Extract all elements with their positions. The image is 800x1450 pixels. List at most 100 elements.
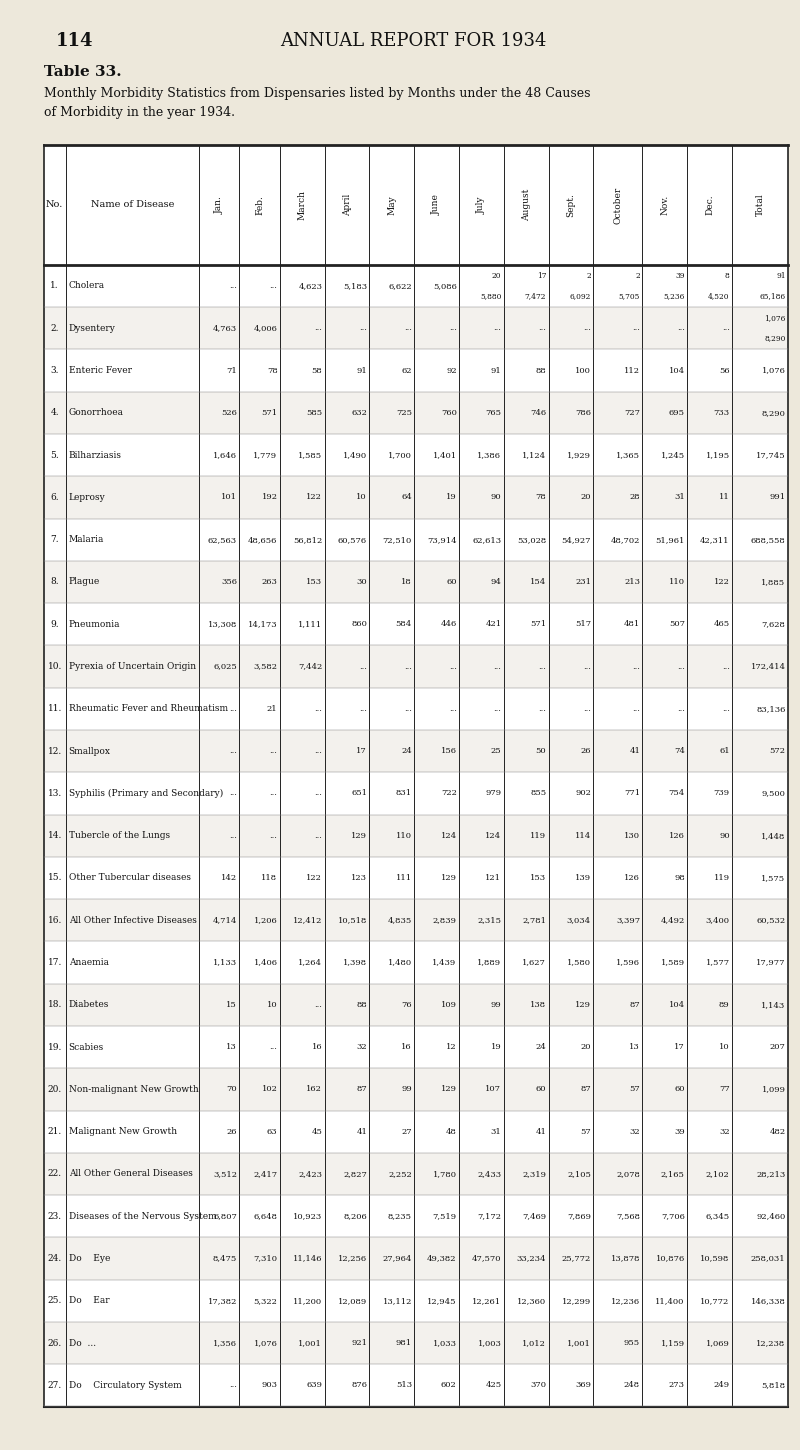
Text: ...: ... (314, 325, 322, 332)
Text: 370: 370 (530, 1382, 546, 1389)
Text: 129: 129 (351, 832, 367, 840)
Text: Rheumatic Fever and Rheumatism: Rheumatic Fever and Rheumatism (69, 705, 228, 713)
Text: 12,238: 12,238 (756, 1338, 786, 1347)
Text: 25: 25 (491, 747, 502, 755)
Text: 126: 126 (624, 874, 640, 882)
Text: 1,627: 1,627 (522, 958, 546, 967)
Text: 20: 20 (581, 1043, 591, 1051)
Text: 771: 771 (624, 789, 640, 798)
Text: 48,656: 48,656 (248, 535, 278, 544)
Text: 727: 727 (624, 409, 640, 416)
Text: 24: 24 (535, 1043, 546, 1051)
Text: 119: 119 (714, 874, 730, 882)
Text: 754: 754 (669, 789, 685, 798)
Text: 111: 111 (396, 874, 412, 882)
Text: Other Tubercular diseases: Other Tubercular diseases (69, 873, 190, 883)
Text: 11,400: 11,400 (655, 1296, 685, 1305)
Text: 32: 32 (719, 1128, 730, 1135)
Text: 15: 15 (226, 1000, 237, 1009)
Text: 1,480: 1,480 (388, 958, 412, 967)
Text: 139: 139 (575, 874, 591, 882)
Text: 62,563: 62,563 (208, 535, 237, 544)
Text: 63: 63 (267, 1128, 278, 1135)
Text: 5,818: 5,818 (762, 1382, 786, 1389)
Text: 32: 32 (357, 1043, 367, 1051)
Text: August: August (522, 188, 530, 220)
Text: 1,490: 1,490 (343, 451, 367, 460)
Text: 3,582: 3,582 (254, 663, 278, 670)
Text: 1,264: 1,264 (298, 958, 322, 967)
Text: 31: 31 (490, 1128, 502, 1135)
Text: Non-malignant New Growth: Non-malignant New Growth (69, 1085, 198, 1093)
Text: 1,159: 1,159 (661, 1338, 685, 1347)
Text: ...: ... (229, 1382, 237, 1389)
Text: 76: 76 (402, 1000, 412, 1009)
Text: Dec.: Dec. (705, 194, 714, 215)
Text: 8,206: 8,206 (343, 1212, 367, 1221)
Text: 1,069: 1,069 (706, 1338, 730, 1347)
Text: 13,308: 13,308 (208, 621, 237, 628)
Text: ...: ... (359, 663, 367, 670)
Text: 17: 17 (356, 747, 367, 755)
Text: 78: 78 (535, 493, 546, 502)
Text: ...: ... (449, 325, 457, 332)
Text: 7,442: 7,442 (298, 663, 322, 670)
Text: 1,596: 1,596 (616, 958, 640, 967)
Text: Scabies: Scabies (69, 1043, 104, 1051)
Text: 32: 32 (630, 1128, 640, 1135)
Text: ...: ... (229, 747, 237, 755)
Text: 33,234: 33,234 (517, 1254, 546, 1263)
Text: 7,469: 7,469 (522, 1212, 546, 1221)
Text: 507: 507 (669, 621, 685, 628)
Text: 110: 110 (669, 579, 685, 586)
Text: 1,406: 1,406 (254, 958, 278, 967)
Text: 109: 109 (441, 1000, 457, 1009)
Text: 356: 356 (221, 579, 237, 586)
Text: ...: ... (538, 325, 546, 332)
Text: 47,570: 47,570 (472, 1254, 502, 1263)
Text: 585: 585 (306, 409, 322, 416)
Text: 57: 57 (630, 1086, 640, 1093)
Text: 17.: 17. (47, 958, 62, 967)
Text: 231: 231 (575, 579, 591, 586)
Text: 1,398: 1,398 (343, 958, 367, 967)
Text: 26.: 26. (48, 1338, 62, 1347)
Text: 5,322: 5,322 (254, 1296, 278, 1305)
Text: 1.: 1. (50, 281, 59, 290)
Text: 58: 58 (311, 367, 322, 374)
Text: ...: ... (229, 281, 237, 290)
Text: 2,417: 2,417 (254, 1170, 278, 1177)
Text: 369: 369 (575, 1382, 591, 1389)
Text: ...: ... (314, 1000, 322, 1009)
Text: 1,577: 1,577 (706, 958, 730, 967)
Text: Do  ...: Do ... (69, 1338, 96, 1347)
Text: 21: 21 (267, 705, 278, 713)
Text: 3,397: 3,397 (616, 916, 640, 924)
Text: ...: ... (632, 663, 640, 670)
Text: 1,448: 1,448 (762, 832, 786, 840)
Text: 104: 104 (669, 367, 685, 374)
Text: 14.: 14. (47, 831, 62, 840)
Text: 632: 632 (351, 409, 367, 416)
Text: 104: 104 (669, 1000, 685, 1009)
Text: 70: 70 (226, 1086, 237, 1093)
Text: ...: ... (314, 747, 322, 755)
Text: 8,475: 8,475 (213, 1254, 237, 1263)
Text: 99: 99 (490, 1000, 502, 1009)
Text: 481: 481 (624, 621, 640, 628)
Text: 54,927: 54,927 (562, 535, 591, 544)
Text: ...: ... (404, 663, 412, 670)
Text: 263: 263 (262, 579, 278, 586)
Text: Leprosy: Leprosy (69, 493, 106, 502)
Text: ...: ... (229, 832, 237, 840)
Text: 60,576: 60,576 (338, 535, 367, 544)
Text: Dysentery: Dysentery (69, 323, 116, 332)
Text: 27,964: 27,964 (382, 1254, 412, 1263)
Text: 12,256: 12,256 (338, 1254, 367, 1263)
Text: 6,807: 6,807 (213, 1212, 237, 1221)
Text: 11,200: 11,200 (293, 1296, 322, 1305)
Text: Diabetes: Diabetes (69, 1000, 109, 1009)
Text: 3.: 3. (50, 365, 59, 376)
Text: 2,781: 2,781 (522, 916, 546, 924)
Text: 156: 156 (441, 747, 457, 755)
